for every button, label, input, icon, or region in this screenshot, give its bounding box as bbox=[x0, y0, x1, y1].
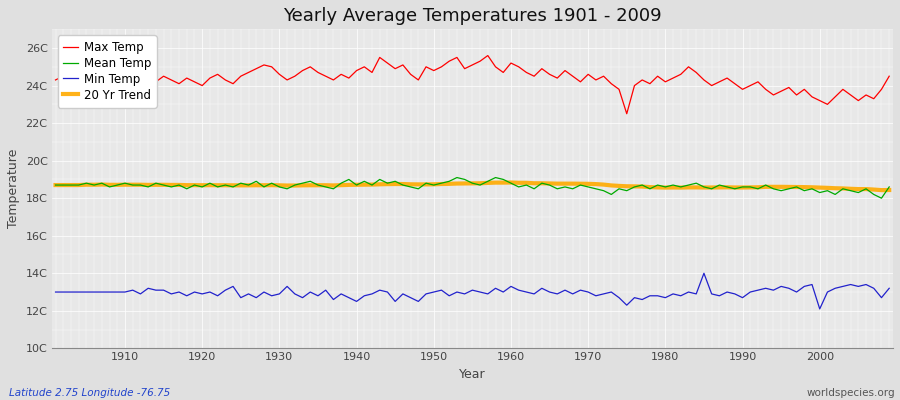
Mean Temp bbox=[876, 196, 886, 200]
Max Temp bbox=[482, 53, 493, 58]
Line: 20 Yr Trend: 20 Yr Trend bbox=[56, 182, 889, 190]
Mean Temp bbox=[328, 186, 338, 191]
20 Yr Trend bbox=[513, 180, 524, 185]
Max Temp bbox=[112, 70, 122, 75]
Min Temp bbox=[282, 284, 292, 289]
20 Yr Trend bbox=[884, 188, 895, 192]
Max Temp bbox=[282, 78, 292, 82]
Legend: Max Temp, Mean Temp, Min Temp, 20 Yr Trend: Max Temp, Mean Temp, Min Temp, 20 Yr Tre… bbox=[58, 35, 157, 108]
20 Yr Trend bbox=[606, 183, 616, 188]
Max Temp bbox=[606, 81, 616, 86]
Min Temp bbox=[50, 290, 61, 294]
20 Yr Trend bbox=[506, 180, 517, 185]
Min Temp bbox=[884, 286, 895, 291]
Mean Temp bbox=[282, 186, 292, 191]
Mean Temp bbox=[606, 192, 616, 197]
Line: Min Temp: Min Temp bbox=[56, 273, 889, 309]
Line: Mean Temp: Mean Temp bbox=[56, 178, 889, 198]
Text: Latitude 2.75 Longitude -76.75: Latitude 2.75 Longitude -76.75 bbox=[9, 388, 170, 398]
Mean Temp bbox=[452, 175, 463, 180]
Max Temp bbox=[50, 78, 61, 82]
Min Temp bbox=[506, 284, 517, 289]
20 Yr Trend bbox=[282, 183, 292, 188]
Min Temp bbox=[328, 297, 338, 302]
Max Temp bbox=[513, 64, 524, 69]
20 Yr Trend bbox=[876, 188, 886, 192]
Min Temp bbox=[498, 290, 508, 294]
Text: worldspecies.org: worldspecies.org bbox=[807, 388, 896, 398]
Max Temp bbox=[328, 78, 338, 82]
Min Temp bbox=[698, 271, 709, 276]
20 Yr Trend bbox=[50, 183, 61, 188]
Y-axis label: Temperature: Temperature bbox=[7, 149, 20, 228]
20 Yr Trend bbox=[328, 183, 338, 188]
Mean Temp bbox=[506, 181, 517, 186]
Min Temp bbox=[112, 290, 122, 294]
Min Temp bbox=[814, 306, 825, 311]
Min Temp bbox=[598, 292, 609, 296]
Max Temp bbox=[884, 74, 895, 78]
Line: Max Temp: Max Temp bbox=[56, 56, 889, 114]
Mean Temp bbox=[112, 183, 122, 188]
Mean Temp bbox=[884, 184, 895, 189]
Mean Temp bbox=[50, 183, 61, 188]
Max Temp bbox=[621, 111, 632, 116]
Mean Temp bbox=[513, 184, 524, 189]
X-axis label: Year: Year bbox=[459, 368, 486, 381]
Max Temp bbox=[506, 61, 517, 66]
20 Yr Trend bbox=[112, 182, 122, 187]
Title: Yearly Average Temperatures 1901 - 2009: Yearly Average Temperatures 1901 - 2009 bbox=[283, 7, 662, 25]
20 Yr Trend bbox=[498, 180, 508, 185]
